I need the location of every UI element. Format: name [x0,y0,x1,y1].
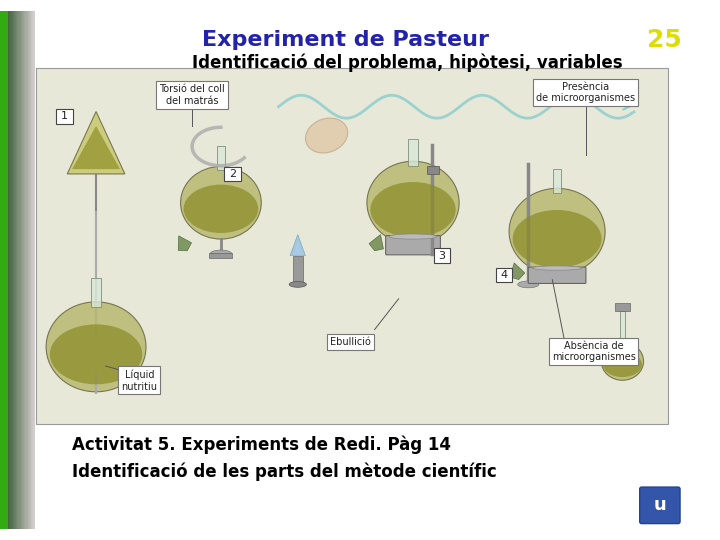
FancyBboxPatch shape [496,268,513,282]
Ellipse shape [370,182,456,238]
Bar [6,11,7,529]
Bar [10,11,12,529]
Ellipse shape [367,161,459,244]
Ellipse shape [305,118,348,153]
Text: Presència
de microorganismes: Presència de microorganismes [536,82,636,103]
Polygon shape [293,241,302,255]
Bar [1,11,2,529]
Bar [0,11,8,529]
Text: 2: 2 [229,169,236,179]
Text: Activitat 5. Experiments de Redi. Pàg 14: Activitat 5. Experiments de Redi. Pàg 14 [72,435,451,454]
Bar [24,11,25,529]
Ellipse shape [50,325,143,384]
Bar [2,11,4,529]
Bar [293,255,302,285]
Ellipse shape [518,281,539,288]
Ellipse shape [532,266,582,270]
Bar [31,11,32,529]
Text: Ebullició: Ebullició [330,337,371,347]
Polygon shape [67,112,125,174]
Bar [4,11,6,529]
Bar [15,11,16,529]
Text: 1: 1 [61,111,68,122]
Bar [12,11,13,529]
Ellipse shape [210,250,232,257]
Bar [30,11,31,529]
Ellipse shape [509,188,605,275]
Bar [25,11,27,529]
Bar [32,11,33,529]
Text: Identificació de les parts del mètode científic: Identificació de les parts del mètode ci… [72,462,497,481]
Text: Absència de
microorganismes: Absència de microorganismes [552,341,636,362]
Text: u: u [654,496,666,514]
Ellipse shape [46,302,146,392]
Bar [37,68,667,424]
Ellipse shape [181,166,261,239]
Bar [210,253,233,258]
Text: 4: 4 [500,270,508,280]
Bar [217,146,225,171]
Ellipse shape [603,352,642,377]
Ellipse shape [513,210,601,268]
Bar [33,11,35,529]
Ellipse shape [390,234,437,239]
Text: Líquid
nutritiu: Líquid nutritiu [121,369,157,392]
Bar [91,278,101,307]
Text: 25: 25 [647,28,682,52]
Polygon shape [179,236,192,251]
Bar [619,310,625,345]
Bar [21,11,22,529]
FancyBboxPatch shape [639,487,680,524]
Polygon shape [72,126,120,169]
Bar [13,11,14,529]
Ellipse shape [601,342,644,380]
Bar [428,166,439,174]
Bar [27,11,29,529]
Bar [22,11,23,529]
Bar [16,11,17,529]
Text: 3: 3 [438,251,446,261]
Bar [8,11,9,529]
FancyBboxPatch shape [528,267,586,284]
Bar [553,169,562,193]
Bar [19,11,21,529]
FancyBboxPatch shape [225,167,240,181]
Bar [14,11,15,529]
Polygon shape [369,234,384,251]
Text: Identificació del problema, hipòtesi, variables: Identificació del problema, hipòtesi, va… [192,54,623,72]
Ellipse shape [184,185,258,233]
Bar [408,139,418,166]
Polygon shape [510,263,525,280]
FancyBboxPatch shape [433,248,450,263]
FancyBboxPatch shape [386,235,441,255]
Polygon shape [290,234,305,255]
Bar [17,11,19,529]
Bar [0,11,1,529]
Bar [23,11,24,529]
Bar [29,11,30,529]
Bar [9,11,10,529]
Bar [615,303,630,310]
Bar [7,11,8,529]
Text: Experiment de Pasteur: Experiment de Pasteur [202,30,490,50]
Text: Torsió del coll
del matrás: Torsió del coll del matrás [159,84,225,106]
Ellipse shape [289,281,307,287]
FancyBboxPatch shape [56,109,73,124]
